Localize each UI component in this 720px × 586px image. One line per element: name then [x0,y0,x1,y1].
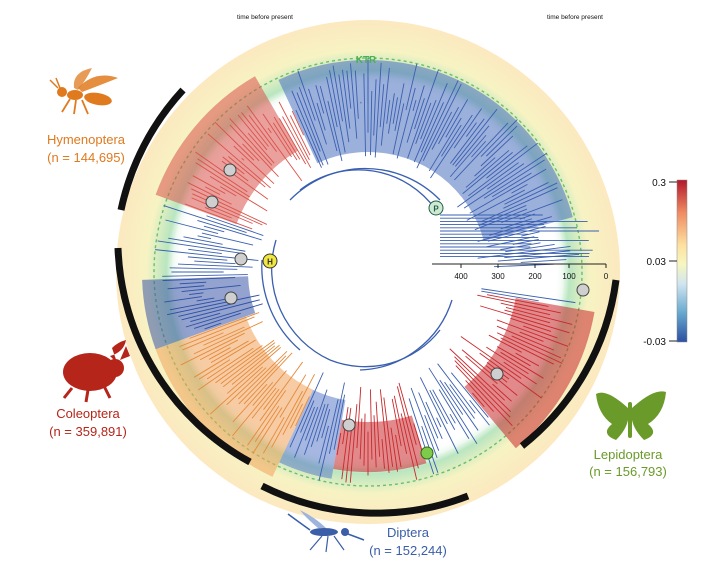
node-marker [225,292,237,304]
clade-name-diptera: Diptera [387,525,430,540]
colorbar: 0.3 0.03 -0.03 [643,178,687,348]
time-label-left: time before present [237,14,293,21]
node-marker [491,368,503,380]
colorbar-label-mid: 0.03 [647,257,667,268]
time-axis-tick-label: 400 [454,272,468,281]
node-h-label: H [267,258,273,267]
time-label-right: time before present [547,14,603,21]
clade-name-hymenoptera: Hymenoptera [47,132,126,147]
hymenoptera-group: Hymenoptera (n = 144,695) [47,68,126,165]
clade-count-lepidoptera: (n = 156,793) [589,464,667,479]
clade-count-diptera: (n = 152,244) [369,543,447,558]
node-marker [224,164,236,176]
clade-count-coleoptera: (n = 359,891) [49,424,127,439]
node-marker [235,253,247,265]
colorbar-label-top: 0.3 [652,178,666,189]
node-marker [343,419,355,431]
colorbar-label-bottom: -0.03 [643,337,666,348]
node-p-label: P [433,205,439,214]
clade-name-coleoptera: Coleoptera [56,406,120,421]
coleoptera-group: Coleoptera (n = 359,891) [49,340,130,439]
lepidoptera-node [421,447,433,459]
time-axis-tick-label: 200 [528,272,542,281]
colorbar-gradient [677,180,687,342]
clade-count-hymenoptera: (n = 144,695) [47,150,125,165]
time-axis-tick-label: 100 [562,272,576,281]
ktr-label: KTR [356,55,377,66]
beetle-icon [63,340,130,402]
node-marker [577,284,589,296]
time-axis-tick-label: 0 [604,272,609,281]
node-marker [206,196,218,208]
time-axis-tick-label: 300 [491,272,505,281]
butterfly-icon [596,391,666,440]
wasp-icon [50,68,118,114]
clade-name-lepidoptera: Lepidoptera [594,447,663,462]
lepidoptera-group: Lepidoptera (n = 156,793) [589,391,667,479]
